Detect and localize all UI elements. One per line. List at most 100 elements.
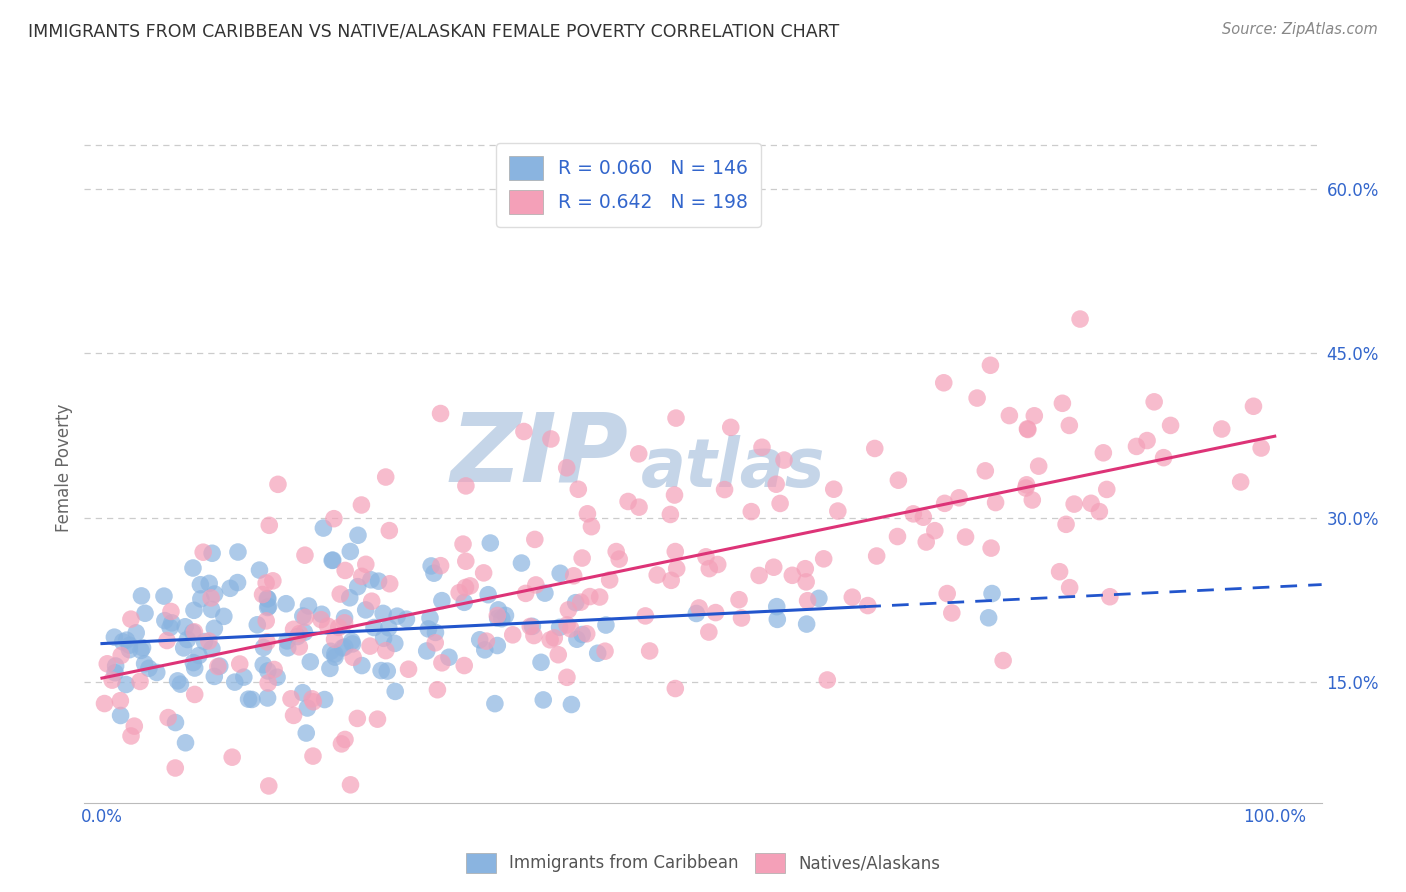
Point <box>360 573 382 587</box>
Point <box>354 603 377 617</box>
Point <box>697 625 720 640</box>
Point <box>915 535 938 549</box>
Point <box>124 719 146 733</box>
Point <box>664 488 686 502</box>
Point <box>912 510 935 524</box>
Point <box>1059 418 1081 433</box>
Point <box>765 477 787 491</box>
Point <box>200 602 222 616</box>
Point <box>934 496 956 510</box>
Point <box>398 662 420 676</box>
Point <box>297 701 319 715</box>
Point <box>256 690 278 705</box>
Point <box>387 609 409 624</box>
Point <box>103 630 125 644</box>
Point <box>198 634 221 648</box>
Point <box>350 569 373 583</box>
Point <box>256 635 278 649</box>
Point <box>252 657 274 672</box>
Point <box>659 508 682 522</box>
Point <box>479 536 502 550</box>
Point <box>477 588 499 602</box>
Point <box>575 627 598 641</box>
Point <box>530 656 553 670</box>
Point <box>190 578 212 592</box>
Y-axis label: Female Poverty: Female Poverty <box>55 404 73 533</box>
Point <box>322 511 344 525</box>
Point <box>110 708 132 723</box>
Point <box>991 653 1014 667</box>
Point <box>1211 422 1233 436</box>
Point <box>374 643 396 657</box>
Point <box>486 639 509 653</box>
Point <box>160 615 183 630</box>
Text: ZIP: ZIP <box>451 409 628 501</box>
Point <box>165 761 187 775</box>
Point <box>328 620 350 634</box>
Point <box>468 632 491 647</box>
Point <box>769 496 792 510</box>
Point <box>283 708 305 723</box>
Point <box>1015 481 1038 495</box>
Point <box>1049 565 1071 579</box>
Point <box>794 574 817 589</box>
Point <box>395 612 418 626</box>
Point <box>540 432 562 446</box>
Point <box>193 634 215 648</box>
Point <box>288 640 311 654</box>
Point <box>190 591 212 606</box>
Point <box>360 594 382 608</box>
Point <box>166 673 188 688</box>
Point <box>277 640 299 655</box>
Point <box>1153 450 1175 465</box>
Point <box>319 661 342 675</box>
Point <box>302 695 325 709</box>
Point <box>980 541 1002 555</box>
Point <box>256 591 278 606</box>
Point <box>322 553 344 567</box>
Point <box>346 711 368 725</box>
Point <box>581 519 603 533</box>
Point <box>188 648 211 663</box>
Point <box>560 622 582 636</box>
Point <box>782 568 804 582</box>
Point <box>567 483 589 497</box>
Point <box>571 551 593 566</box>
Point <box>145 665 167 680</box>
Point <box>118 638 141 652</box>
Point <box>560 698 582 712</box>
Point <box>224 675 246 690</box>
Point <box>765 599 787 614</box>
Text: atlas: atlas <box>641 435 825 501</box>
Point <box>903 507 925 521</box>
Point <box>263 663 285 677</box>
Point <box>294 610 316 624</box>
Point <box>1015 478 1038 492</box>
Point <box>748 568 770 582</box>
Point <box>555 670 578 684</box>
Point <box>579 590 602 604</box>
Point <box>519 619 541 633</box>
Point <box>495 608 517 623</box>
Point <box>1054 517 1077 532</box>
Point <box>454 554 477 568</box>
Point <box>219 582 242 596</box>
Point <box>728 592 751 607</box>
Point <box>773 453 796 467</box>
Point <box>827 504 849 518</box>
Point <box>664 681 686 696</box>
Point <box>531 693 554 707</box>
Point <box>294 548 316 562</box>
Point <box>593 644 616 658</box>
Point <box>1098 590 1121 604</box>
Point <box>1125 439 1147 453</box>
Point <box>221 750 243 764</box>
Point <box>301 691 323 706</box>
Point <box>181 656 204 670</box>
Point <box>534 586 557 600</box>
Point <box>347 528 370 542</box>
Point <box>571 627 593 641</box>
Point <box>430 656 453 670</box>
Point <box>378 576 401 591</box>
Point <box>226 545 249 559</box>
